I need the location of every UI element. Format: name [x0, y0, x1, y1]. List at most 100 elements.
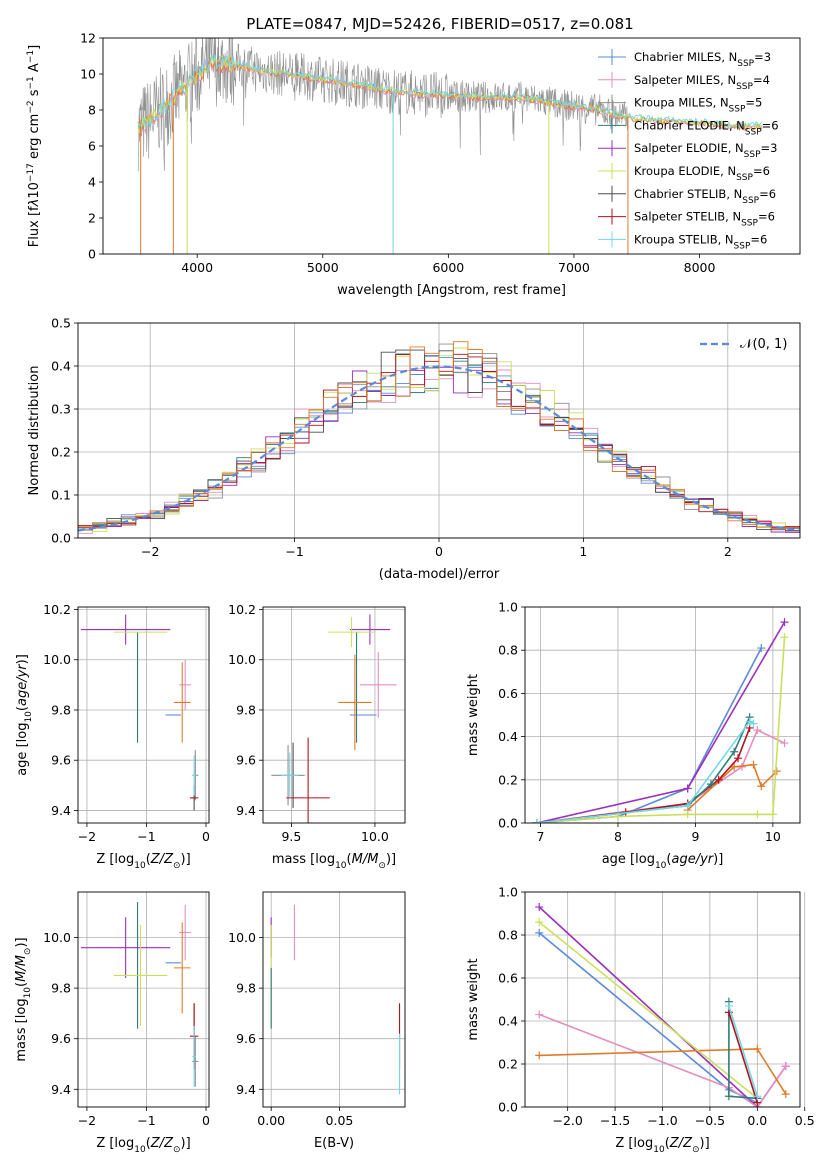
y-axis-label: mass weight [466, 958, 481, 1040]
y-axis-label: mass [log10(M/M⊙)] [14, 937, 33, 1061]
y-tick-label: 10 [80, 67, 96, 82]
x-tick-label: 5000 [307, 260, 339, 275]
label-part: SSP [737, 59, 754, 69]
y-tick-label: 9.6 [236, 753, 256, 768]
label-part: Chabrier STELIB, N [634, 187, 742, 201]
x-tick-label: 8000 [684, 260, 716, 275]
y-tick-label: 8 [88, 103, 96, 118]
axes-frame [524, 891, 801, 1108]
label-part: )] [181, 852, 191, 867]
label-part: Z/Z [150, 1136, 174, 1151]
x-axis-label: mass [log10(M/M⊙)] [272, 852, 396, 871]
x-tick-label: −0.5 [695, 1113, 725, 1128]
label-part: Kroupa ELODIE, N [634, 164, 736, 178]
panel-mass_vs_ebv: 0.00 0.05 9.4 9.6 9.8 10.0 E(B-V) [228, 891, 406, 1151]
x-tick-label: 4000 [181, 260, 213, 275]
label-part: SSP [742, 196, 759, 206]
legend-label: Chabrier STELIB, NSSP=6 [634, 187, 776, 206]
label-part: E(B-V) [314, 1136, 354, 1151]
label-part: =6 [759, 187, 776, 201]
x-axis-label: Z [log10(Z/Z⊙)] [96, 852, 190, 871]
y-tick-label: 0.2 [498, 1057, 518, 1072]
mass-weight-series [728, 1012, 759, 1103]
y-tick-label: 1.0 [498, 600, 518, 615]
label-part: =6 [753, 164, 770, 178]
x-axis-label: E(B-V) [314, 1136, 354, 1151]
label-part: mass [log [272, 852, 335, 867]
x-axis-label: Z [log10(Z/Z⊙)] [96, 1136, 190, 1155]
residual-histogram [78, 349, 800, 532]
mass-weight-series [728, 1005, 759, 1097]
y-tick-label: 9.8 [51, 702, 71, 717]
mass-weight-marker [535, 928, 544, 937]
y-tick-label: 12 [80, 31, 96, 46]
y-tick-label: 0.4 [498, 1014, 518, 1029]
mass-weight-marker [714, 775, 723, 784]
panel-massweight_vs_Z: −2.0 −1.5 −1.0 −0.5 0.0 0.5 0.0 0.2 0.4 0.6 0.8 1.0… [466, 885, 815, 1156]
y-axis-label: Normed distribution [27, 366, 42, 496]
mass-weight-marker [757, 644, 766, 653]
label-part: =6 [762, 118, 779, 132]
y-tick-label: 0.4 [498, 729, 518, 744]
label-part: Z [log [96, 1136, 134, 1151]
model-spectrum-line [137, 57, 763, 137]
y-tick-label: 0.2 [51, 445, 71, 460]
mass-weight-marker [683, 810, 692, 819]
x-tick-label: 0.05 [326, 1113, 354, 1128]
mass-weight-marker [781, 1062, 790, 1071]
label-part: Kroupa STELIB, N [634, 232, 734, 246]
legend-label: Salpeter MILES, NSSP=4 [634, 73, 770, 92]
label-part: 10 [134, 861, 146, 871]
mass-weight-marker [730, 762, 739, 771]
y-axis-label: Flux [fλ10−17 erg cm−2 s−1 A−1] [26, 45, 42, 247]
x-tick-label: 0.5 [795, 1113, 815, 1128]
y-tick-label: 10.0 [43, 652, 71, 667]
x-axis-label: age [log10(age/yr)] [602, 852, 724, 871]
label-part: ( [146, 1136, 151, 1151]
label-part: M/M [14, 955, 29, 982]
y-tick-label: 0.5 [51, 316, 71, 331]
x-tick-label: 0 [202, 1113, 210, 1128]
mass-weight-marker [532, 819, 541, 823]
x-tick-label: 2 [724, 544, 732, 559]
x-tick-label: 0 [435, 544, 443, 559]
label-part: ⊙ [378, 861, 386, 871]
x-tick-label: −2 [141, 544, 159, 559]
label-part: ⊙ [173, 861, 181, 871]
mass-weight-marker [753, 1044, 762, 1053]
y-tick-label: 9.6 [236, 1031, 256, 1046]
x-tick-label: −1.0 [647, 1113, 677, 1128]
y-tick-label: 10.0 [43, 930, 71, 945]
label-part: Salpeter MILES, N [634, 73, 736, 87]
panel-residuals: −2 −1 0 1 2 0.0 0.1 0.2 0.3 0.4 0.5 (data-model)/er… [27, 316, 801, 582]
label-part: SSP [745, 127, 762, 137]
y-tick-label: 0.6 [498, 686, 518, 701]
x-tick-label: 7 [537, 829, 545, 844]
label-part: )] [181, 1136, 191, 1151]
plot-area [271, 614, 397, 823]
x-tick-label: 10 [765, 829, 781, 844]
residual-histogram [78, 341, 800, 530]
mass-weight-marker [753, 1092, 762, 1101]
legend-label: Kroupa ELODIE, NSSP=6 [634, 164, 770, 183]
label-part: 10 [655, 861, 667, 871]
y-tick-label: 9.8 [51, 981, 71, 996]
legend-label: Chabrier MILES, NSSP=3 [634, 50, 771, 69]
label-part: Z [log [96, 852, 134, 867]
panel-spectrum: 4000 5000 6000 7000 8000 0 2 4 6 8 10 12 wavelength … [26, 31, 801, 298]
y-tick-label: 10.0 [228, 930, 256, 945]
normal-curve [78, 365, 800, 532]
label-part: ( [146, 852, 151, 867]
mass-weight-marker [724, 1001, 733, 1010]
plot-area [535, 903, 790, 1107]
legend-label: Salpeter STELIB, NSSP=6 [634, 210, 775, 229]
x-axis-label: Z [log10(Z/Z⊙)] [615, 1136, 709, 1155]
mass-weight-marker [683, 801, 692, 810]
y-tick-label: 0.0 [51, 531, 71, 546]
y-tick-label: 0.3 [51, 402, 71, 417]
x-tick-label: −1 [285, 544, 303, 559]
legend-label: Chabrier ELODIE, NSSP=6 [634, 118, 779, 137]
label-part: Z [log [615, 1136, 653, 1151]
label-part: Chabrier MILES, N [634, 50, 737, 64]
label-part: ⊙ [173, 1145, 181, 1155]
